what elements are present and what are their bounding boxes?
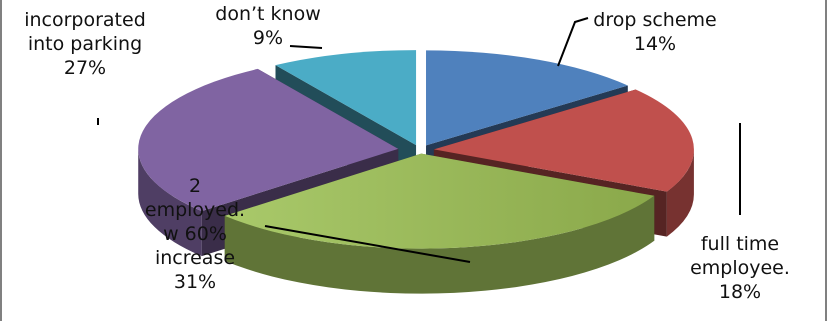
data-label-3: 2 employed. w 60% increase 31% [145,175,245,293]
slice-top [433,89,694,192]
slice-top [224,153,655,249]
slice-top [426,50,628,146]
leader-line-5 [289,45,323,49]
slice-side [224,195,655,294]
pie-slice-3 [224,153,655,294]
leader-line-1 [557,17,589,67]
data-label-1: drop scheme 14% [593,9,716,55]
slice-side [666,149,694,237]
slice-side [138,148,202,257]
data-label-4: incorporated into parking 27% [24,9,146,79]
leader-line-3 [264,225,471,263]
slice-top [275,50,417,146]
slice-top [138,68,399,212]
data-label-2: full time employee. 18% [690,233,790,303]
data-label-5: don’t know 9% [215,3,320,49]
